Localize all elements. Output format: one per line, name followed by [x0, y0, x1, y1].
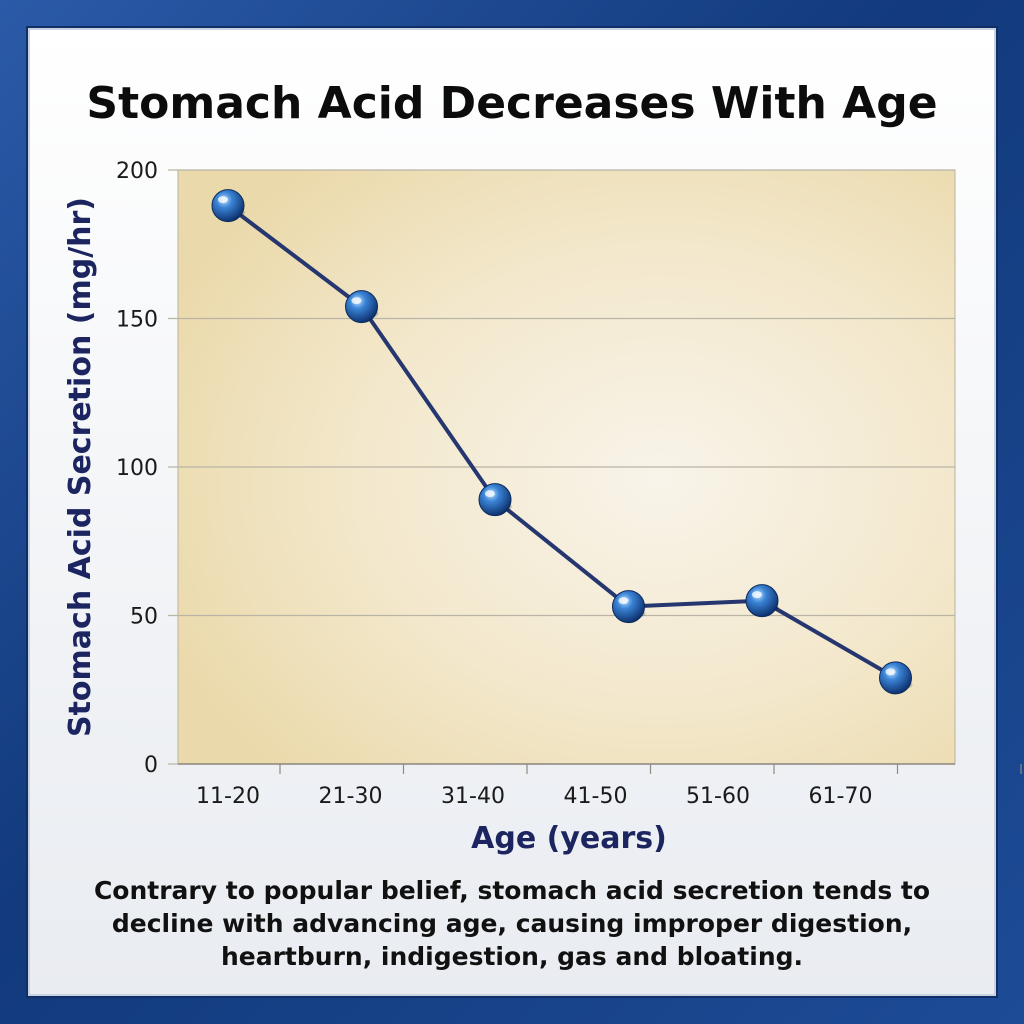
x-tick-label: 41-50 [564, 784, 628, 809]
caption-line: heartburn, indigestion, gas and bloating… [220, 942, 804, 971]
x-tick-label: 31-40 [441, 784, 505, 809]
data-point [478, 483, 512, 517]
marker-highlight [618, 597, 629, 605]
line-segment [359, 304, 497, 502]
gridlines [168, 169, 955, 765]
x-tick-label: 51-60 [686, 784, 750, 809]
data-point [879, 661, 912, 695]
x-tick-label: 21-30 [319, 784, 383, 809]
line-segment [226, 203, 364, 309]
data-markers [211, 189, 913, 695]
data-point [345, 290, 378, 324]
marker-highlight [885, 668, 896, 676]
marker-highlight [485, 490, 495, 498]
chart-title: Stomach Acid Decreases With Age [86, 78, 937, 129]
marker-highlight [351, 297, 362, 305]
y-tick-label: 100 [116, 456, 158, 481]
line-segment [760, 598, 898, 680]
data-point [211, 189, 245, 223]
data-point [745, 584, 779, 618]
y-tick-label: 50 [130, 605, 158, 630]
caption-line: decline with advancing age, causing impr… [111, 909, 913, 938]
y-axis-label: Stomach Acid Secretion (mg/hr) [63, 197, 98, 737]
x-axis-ticks: 11-20 21-30 31-40 41-50 51-60 61-70 [178, 763, 1022, 809]
caption-line: Contrary to popular belief, stomach acid… [93, 876, 931, 905]
y-axis-ticks: 0 50 100 150 200 [116, 159, 158, 778]
y-tick-label: 200 [116, 159, 158, 184]
x-tick-label: 11-20 [196, 784, 260, 809]
line-segment [493, 497, 631, 609]
marker-highlight [218, 196, 228, 204]
caption: Contrary to popular belief, stomach acid… [40, 874, 984, 973]
data-point [612, 590, 645, 624]
y-tick-label: 150 [116, 308, 158, 333]
x-axis-label: Age (years) [471, 821, 667, 856]
marker-highlight [752, 591, 762, 599]
line-segment [626, 598, 764, 609]
x-tick-label: 61-70 [809, 784, 873, 809]
y-tick-label: 0 [144, 753, 158, 778]
series-line [226, 203, 898, 680]
